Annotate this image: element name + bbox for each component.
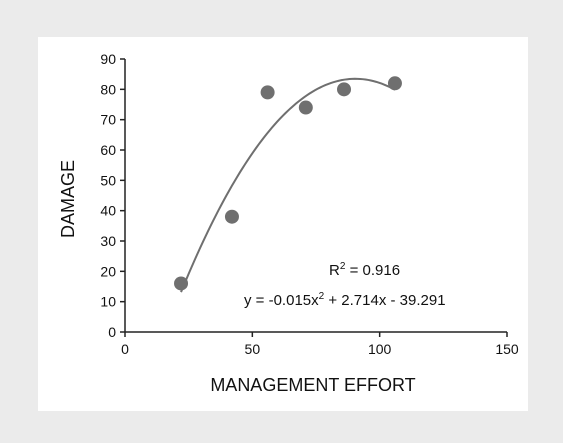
y-tick-label: 80 xyxy=(100,81,116,97)
y-tick-label: 30 xyxy=(100,233,116,249)
r-squared-label: R2 = 0.916 xyxy=(329,261,400,279)
y-axis-title: DAMAGE xyxy=(58,160,78,238)
data-points xyxy=(174,76,402,291)
trendline-equation: y = -0.015x2 + 2.714x - 39.291 xyxy=(244,291,446,309)
trendline-curve xyxy=(180,77,396,293)
y-tick-label: 40 xyxy=(100,203,116,219)
x-tick-label: 0 xyxy=(121,341,129,357)
y-tick-label: 10 xyxy=(100,294,116,310)
data-point xyxy=(174,276,189,291)
y-tick-label: 60 xyxy=(100,142,116,158)
data-point xyxy=(224,209,239,224)
data-point xyxy=(260,85,275,100)
y-tick-label: 0 xyxy=(108,324,116,340)
y-axis-ticks: 0 10 20 30 40 50 60 70 80 90 xyxy=(100,51,125,340)
y-tick-label: 70 xyxy=(100,112,116,128)
data-point xyxy=(298,100,313,115)
y-tick-label: 90 xyxy=(100,51,116,67)
x-tick-label: 50 xyxy=(245,341,261,357)
x-axis-ticks: 0 50 100 150 xyxy=(121,332,519,357)
data-point xyxy=(337,82,352,97)
y-tick-label: 50 xyxy=(100,172,116,188)
scatter-chart: 0 10 20 30 40 50 60 70 80 90 0 50 100 150 DAMAGE MAN… xyxy=(58,51,519,395)
chart-panel xyxy=(38,37,528,411)
y-tick-label: 20 xyxy=(100,263,116,279)
x-tick-label: 100 xyxy=(368,341,392,357)
data-point xyxy=(387,76,402,91)
x-tick-label: 150 xyxy=(495,341,519,357)
x-axis-title: MANAGEMENT EFFORT xyxy=(210,375,415,395)
